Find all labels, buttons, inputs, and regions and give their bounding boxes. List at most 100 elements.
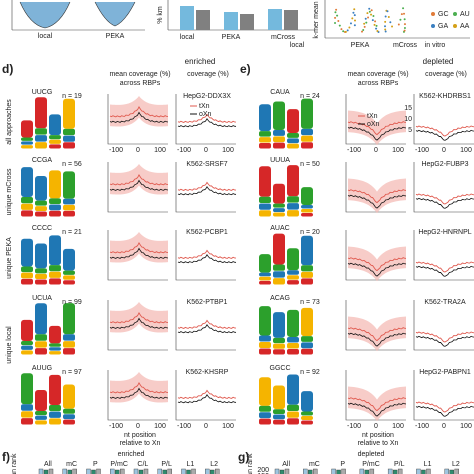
logo-letter	[259, 418, 271, 425]
logo-letter	[21, 266, 33, 273]
panel-label: e)	[240, 62, 251, 76]
axis	[413, 162, 474, 213]
confidence-band	[348, 386, 406, 422]
x-tick-label: 0	[204, 423, 208, 430]
axis	[413, 230, 474, 281]
scatter-point	[367, 16, 370, 19]
box	[364, 469, 370, 474]
logo-letter	[63, 248, 75, 271]
logo-letter	[35, 135, 47, 142]
axis-label: mean rank	[247, 453, 254, 474]
x-tick-label: 100	[460, 147, 472, 154]
logo-letter	[287, 196, 299, 203]
logo-letter	[259, 203, 271, 210]
axis-label: mean rank	[11, 453, 18, 474]
scatter-point	[366, 12, 369, 15]
scatter-point	[387, 15, 390, 18]
logo-letter	[273, 337, 285, 344]
confidence-band	[110, 164, 168, 195]
axis	[107, 230, 168, 281]
txn-curve	[415, 401, 474, 413]
scatter-point	[348, 26, 351, 29]
scatter-point	[352, 11, 355, 14]
x-tick-label: -100	[415, 423, 429, 430]
logo-letter	[259, 210, 271, 217]
axis	[413, 370, 474, 421]
logo-letter	[301, 336, 313, 342]
oxn-curve	[415, 335, 474, 347]
rbp-label: K562-TRA2A	[424, 299, 466, 306]
axis	[175, 94, 236, 145]
box	[421, 469, 426, 474]
scatter-point	[361, 30, 364, 33]
n-label: n = 24	[300, 93, 320, 100]
scatter-point	[364, 17, 367, 20]
scatter-point	[384, 25, 387, 28]
logo-letter	[21, 418, 33, 425]
axis	[345, 230, 406, 281]
box	[444, 468, 449, 474]
oxn-curve	[109, 247, 169, 259]
logo-letter	[21, 345, 33, 350]
logo-letter	[49, 204, 61, 211]
logo-letter	[49, 235, 61, 266]
axis	[345, 162, 406, 213]
rbp-label: K562-PCBP1	[186, 229, 228, 236]
logo-letter	[273, 349, 285, 355]
rbp-label: K562-KHSRP	[186, 369, 229, 376]
logo-letter	[259, 405, 271, 412]
motif-label: CCCC	[32, 225, 52, 232]
x-tick-label: 100	[392, 423, 404, 430]
box	[416, 468, 421, 474]
panel-title: depleted	[423, 57, 454, 66]
legend-label: tXn	[367, 113, 378, 120]
logo-letter	[49, 114, 61, 136]
confidence-band	[110, 96, 168, 127]
x-tick-label: 0	[136, 423, 140, 430]
x-label: PEKA	[222, 34, 241, 41]
logo-letter	[273, 343, 285, 349]
top-panel: local PEKA local PEKA mCross % km k-mer mean lo…	[38, 1, 470, 49]
panel-label: d)	[2, 62, 13, 76]
confidence-band	[110, 302, 168, 333]
txn-curve	[109, 382, 169, 394]
oxn-curve	[347, 332, 407, 347]
box	[91, 469, 96, 474]
logo-letter	[287, 336, 299, 343]
txn-curve	[109, 106, 169, 118]
oxn-curve	[415, 129, 474, 141]
group-label: L1	[424, 461, 432, 468]
logo-letter	[63, 142, 75, 149]
logo-letter	[63, 204, 75, 211]
scatter-point	[386, 10, 389, 13]
x-label: local	[290, 42, 305, 49]
scatter-point	[384, 30, 387, 33]
rbp-label: K562-PTBP1	[187, 299, 228, 306]
box	[115, 469, 120, 474]
logo-letter	[49, 343, 61, 347]
x-tick-label: -100	[109, 147, 123, 154]
oxn-curve	[415, 197, 474, 209]
motif-label: AUAC	[270, 225, 289, 232]
y-tick-label: 150	[257, 473, 269, 474]
logo-letter	[49, 404, 61, 412]
logo-letter	[35, 390, 47, 412]
oxn-curve	[347, 402, 407, 417]
box	[48, 468, 54, 474]
logo-letter	[49, 144, 61, 149]
confidence-band	[110, 372, 168, 403]
scatter-point	[346, 29, 349, 32]
x-axis-label: nt position	[124, 432, 156, 439]
txn-curve	[415, 261, 474, 273]
motif-label: CAUA	[270, 89, 290, 96]
row-group-label: unique local	[6, 326, 13, 364]
scatter-point	[351, 17, 354, 20]
motif-label: UCUA	[32, 295, 52, 302]
logo-letter	[63, 348, 75, 355]
scatter-point	[363, 22, 366, 25]
oxn-curve	[347, 126, 407, 141]
logo-letter	[63, 210, 75, 217]
x-tick-label: 100	[222, 147, 234, 154]
logo-letter	[259, 341, 271, 348]
n-label: n = 92	[300, 369, 320, 376]
